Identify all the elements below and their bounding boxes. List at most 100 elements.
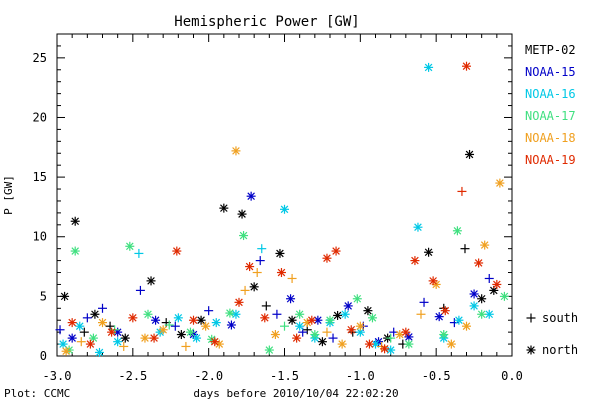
data-point bbox=[58, 339, 68, 349]
data-point bbox=[276, 268, 286, 278]
legend-entry: NOAA-16 bbox=[525, 87, 576, 101]
data-point bbox=[439, 330, 449, 340]
data-point bbox=[170, 321, 180, 331]
data-point bbox=[280, 204, 289, 214]
data-point bbox=[249, 282, 259, 292]
data-point bbox=[352, 294, 362, 304]
data-point bbox=[325, 315, 335, 325]
data-point bbox=[260, 313, 270, 323]
data-point bbox=[61, 346, 71, 356]
data-point bbox=[135, 285, 145, 295]
data-point bbox=[355, 321, 365, 331]
data-point bbox=[462, 61, 471, 71]
data-point bbox=[94, 347, 104, 357]
data-point bbox=[246, 191, 256, 201]
data-point bbox=[270, 330, 280, 340]
data-point bbox=[120, 333, 130, 343]
data-point bbox=[76, 337, 86, 347]
data-point bbox=[272, 309, 282, 319]
x-tick-label: -3.0 bbox=[43, 369, 72, 383]
data-point bbox=[317, 337, 327, 347]
data-point bbox=[98, 318, 107, 328]
data-point bbox=[280, 321, 289, 331]
data-point bbox=[477, 294, 487, 304]
data-point bbox=[158, 325, 168, 335]
data-point bbox=[119, 341, 129, 351]
legend-entry: NOAA-17 bbox=[525, 109, 576, 123]
data-point bbox=[307, 315, 317, 325]
data-point bbox=[410, 256, 420, 266]
data-point bbox=[172, 246, 182, 256]
data-point bbox=[134, 248, 144, 258]
data-point bbox=[424, 62, 434, 72]
data-point bbox=[98, 303, 107, 313]
x-tick-label: -2.5 bbox=[118, 369, 147, 383]
data-point bbox=[439, 303, 449, 313]
data-point bbox=[480, 240, 490, 250]
data-point bbox=[287, 273, 297, 283]
data-point bbox=[413, 222, 423, 232]
data-point bbox=[189, 315, 198, 325]
marker-legend-label: south bbox=[542, 311, 578, 325]
data-point bbox=[440, 306, 450, 316]
x-tick-label: -1.0 bbox=[346, 369, 375, 383]
legend: METP-02 NOAA-15 NOAA-16 NOAA-17 NOAA-18 NOAA-… bbox=[525, 43, 578, 357]
data-point bbox=[424, 247, 434, 257]
data-point bbox=[322, 327, 332, 337]
data-point bbox=[401, 327, 411, 337]
data-point bbox=[331, 246, 341, 256]
data-point bbox=[492, 279, 502, 289]
data-point bbox=[70, 246, 80, 256]
data-point bbox=[105, 321, 115, 331]
data-point bbox=[70, 216, 80, 226]
data-point bbox=[446, 339, 456, 349]
data-point bbox=[245, 262, 255, 272]
legend-entry: NOAA-15 bbox=[525, 65, 576, 79]
data-point bbox=[333, 310, 343, 320]
data-point bbox=[211, 318, 221, 328]
x-tick-label: -0.5 bbox=[422, 369, 451, 383]
y-tick-label: 15 bbox=[33, 170, 47, 184]
data-point bbox=[60, 291, 70, 301]
data-point bbox=[255, 256, 265, 266]
data-point bbox=[340, 309, 350, 319]
data-point bbox=[310, 330, 320, 340]
axes: -3.0 -2.5 -2.0 -1.5 -1.0 -0.5 0.0 0 5 10 15 20 25 bbox=[33, 33, 523, 383]
legend-entry: METP-02 bbox=[525, 43, 576, 57]
data-point bbox=[367, 313, 377, 323]
data-point bbox=[337, 339, 347, 349]
data-point bbox=[257, 244, 267, 254]
data-point bbox=[419, 297, 429, 307]
data-point bbox=[322, 253, 332, 263]
y-tick-label: 25 bbox=[33, 51, 47, 65]
data-point bbox=[181, 341, 191, 351]
data-point bbox=[469, 289, 479, 299]
data-points bbox=[55, 61, 509, 357]
data-point bbox=[477, 309, 487, 319]
plot-credit: Plot: CCMC bbox=[4, 387, 70, 400]
data-point bbox=[201, 321, 211, 331]
data-point bbox=[457, 186, 467, 196]
y-tick-label: 10 bbox=[33, 230, 47, 244]
data-point bbox=[264, 345, 274, 355]
data-point bbox=[343, 301, 353, 311]
data-point bbox=[495, 178, 505, 188]
x-tick-label: 0.0 bbox=[501, 369, 523, 383]
data-point bbox=[484, 273, 494, 283]
data-point bbox=[346, 325, 356, 335]
data-point bbox=[237, 209, 247, 219]
data-point bbox=[363, 306, 373, 316]
data-point bbox=[55, 325, 65, 335]
x-tick-label: -1.5 bbox=[270, 369, 299, 383]
y-tick-label: 0 bbox=[40, 349, 47, 363]
data-point bbox=[313, 315, 323, 325]
data-point bbox=[434, 312, 444, 322]
data-point bbox=[79, 327, 89, 337]
data-point bbox=[75, 321, 85, 331]
data-point bbox=[465, 149, 475, 159]
data-point bbox=[85, 339, 95, 349]
data-point bbox=[67, 333, 77, 343]
marker-legend-label: north bbox=[542, 343, 578, 357]
y-tick-label: 5 bbox=[40, 289, 47, 303]
